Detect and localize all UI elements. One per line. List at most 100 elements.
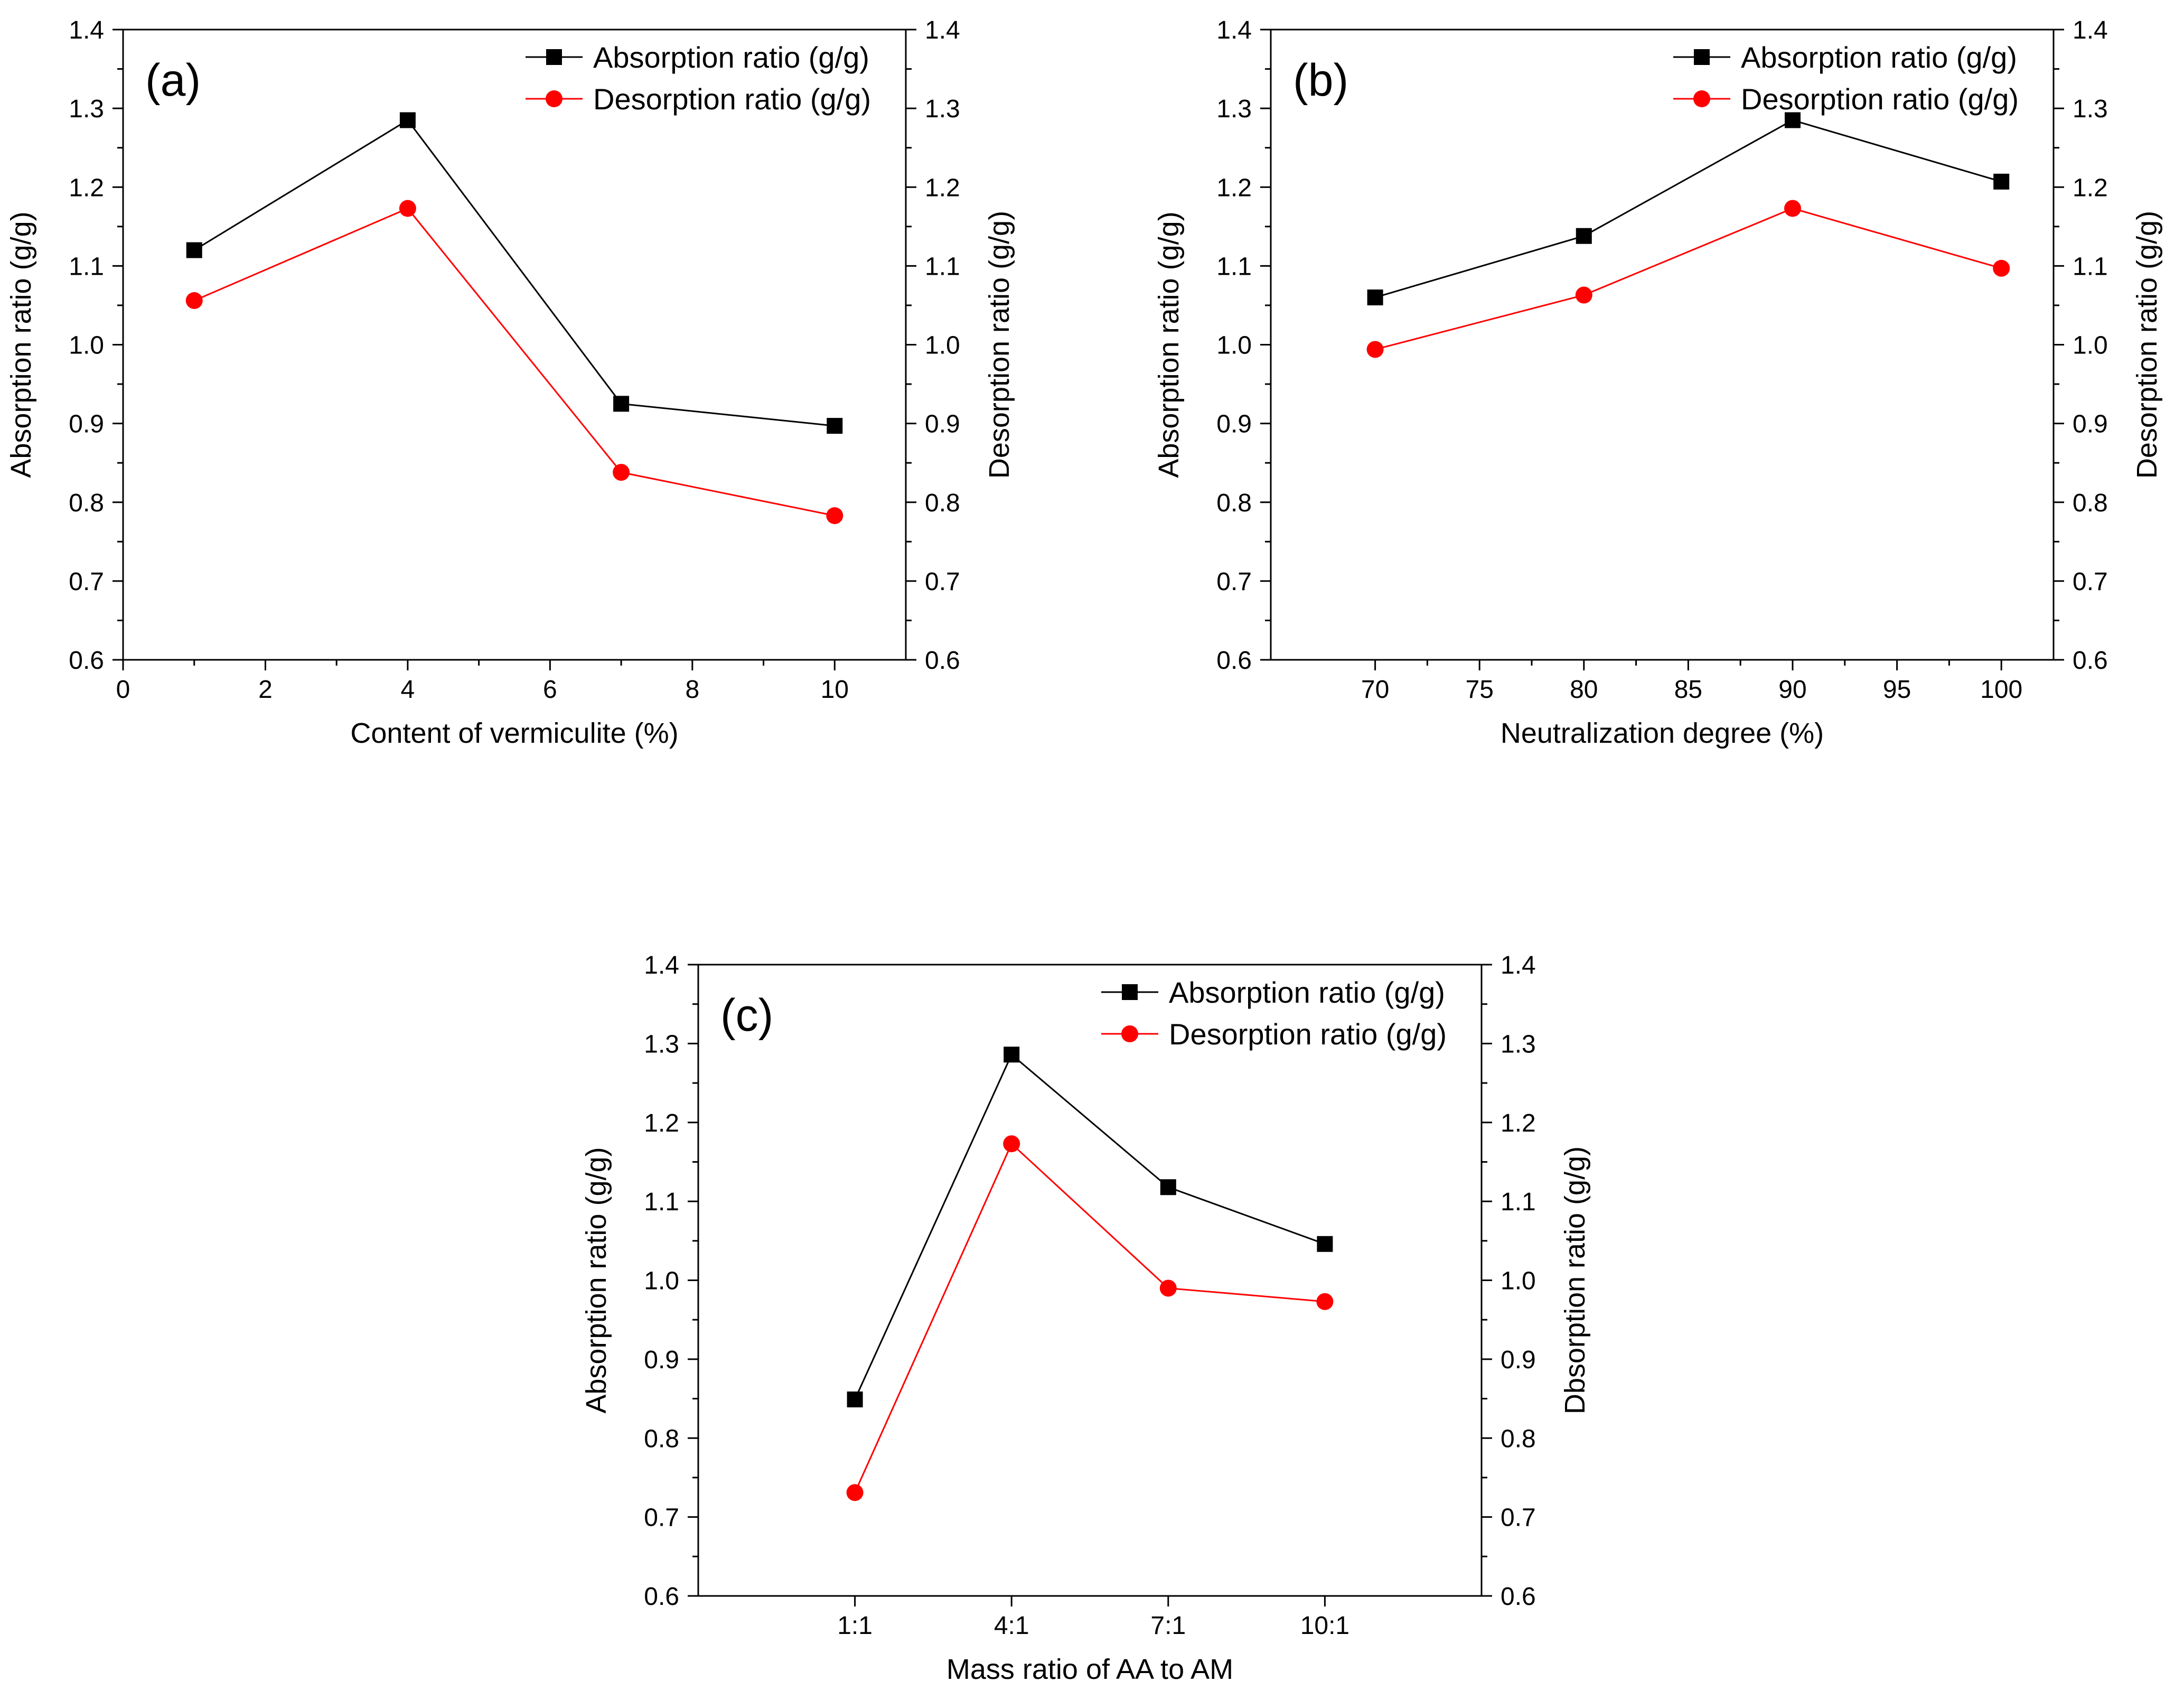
data-point-circle — [1575, 286, 1592, 304]
y-left-tick-label: 1.1 — [69, 253, 104, 281]
legend-marker-circle — [1693, 90, 1710, 107]
y-left-tick-label: 1.3 — [1216, 95, 1252, 123]
y-right-tick-label: 0.8 — [2073, 489, 2108, 517]
legend-label: Absorption ratio (g/g) — [1741, 41, 2017, 74]
data-point-circle — [846, 1484, 864, 1501]
legend-marker-circle — [1121, 1025, 1138, 1042]
y-left-tick-label: 1.0 — [69, 332, 104, 360]
y-left-tick-label: 0.6 — [69, 647, 104, 675]
y-right-tick-label: 1.2 — [1501, 1109, 1536, 1137]
y-left-tick-label: 1.4 — [69, 16, 104, 44]
chart-panel-1: 0.6 0.6 0.7 0.7 0.8 0.8 0.9 0.9 1.0 1.0 1.1 1.1 1.2 1… — [5, 16, 1015, 749]
plot-frame — [122, 29, 907, 661]
y-right-tick-label: 0.9 — [1501, 1346, 1536, 1374]
y-right-tick-label: 1.1 — [2073, 253, 2108, 281]
series-line — [1375, 119, 2002, 298]
y-right-tick-label: 0.9 — [2073, 410, 2108, 438]
legend-marker-square — [1694, 49, 1710, 65]
data-point-circle — [1003, 1135, 1020, 1153]
data-point-square — [1785, 112, 1801, 128]
series-absorption — [186, 112, 843, 434]
y-left-tick-label: 0.6 — [1216, 647, 1252, 675]
y-right-tick-label: 1.4 — [2073, 16, 2108, 44]
y-left-tick-label: 0.8 — [69, 489, 104, 517]
data-point-square — [1317, 1236, 1333, 1252]
legend-label: Desorption ratio (g/g) — [593, 82, 871, 116]
y-left-axis-title: Absorption ratio (g/g) — [1153, 211, 1185, 478]
x-axis-title: Neutralization degree (%) — [1501, 717, 1824, 749]
legend: Absorption ratio (g/g) Desorption ratio (… — [1673, 41, 2019, 116]
x-tick-label: 90 — [1778, 676, 1806, 704]
data-point-circle — [613, 464, 630, 481]
y-left-tick-label: 0.8 — [644, 1425, 679, 1453]
legend-marker-square — [1122, 984, 1138, 1000]
y-left-tick-label: 1.2 — [69, 174, 104, 202]
y-left-tick-label: 1.3 — [644, 1030, 679, 1058]
x-tick-label: 10:1 — [1300, 1612, 1349, 1640]
y-right-tick-label: 1.4 — [925, 16, 960, 44]
y-right-tick-label: 1.0 — [2073, 332, 2108, 360]
y-right-tick-label: 0.6 — [1501, 1583, 1536, 1611]
y-left-tick-label: 1.2 — [1216, 174, 1252, 202]
data-point-circle — [826, 507, 843, 525]
y-left-axis-title: Absorption ratio (g/g) — [580, 1147, 612, 1413]
x-tick-label: 10 — [821, 676, 849, 704]
x-tick-label: 75 — [1466, 676, 1494, 704]
data-point-circle — [1316, 1293, 1334, 1310]
x-tick-label: 100 — [1980, 676, 2022, 704]
legend: Absorption ratio (g/g) Desorption ratio (… — [526, 41, 871, 116]
x-tick-label: 7:1 — [1150, 1612, 1186, 1640]
y-right-axis-title: Dbsorption ratio (g/g) — [1559, 1146, 1591, 1414]
series-line — [1375, 207, 2002, 350]
y-left-tick-label: 1.2 — [644, 1109, 679, 1137]
data-point-circle — [1159, 1279, 1177, 1297]
data-point-square — [1367, 289, 1383, 306]
y-right-tick-label: 0.7 — [1501, 1504, 1536, 1532]
y-right-tick-label: 1.2 — [2073, 174, 2108, 202]
y-right-tick-label: 0.6 — [2073, 647, 2108, 675]
y-right-tick-label: 0.8 — [1501, 1425, 1536, 1453]
y-right-tick-label: 1.3 — [2073, 95, 2108, 123]
legend-label: Absorption ratio (g/g) — [593, 41, 869, 74]
x-tick-label: 2 — [258, 676, 273, 704]
y-right-axis-title: Desorption ratio (g/g) — [983, 211, 1015, 479]
series-absorption — [847, 1047, 1333, 1408]
x-tick-label: 80 — [1570, 676, 1598, 704]
data-point-square — [1576, 228, 1592, 244]
series-desorption — [1366, 200, 2010, 358]
legend-label: Desorption ratio (g/g) — [1741, 82, 2019, 116]
data-point-square — [613, 396, 630, 412]
series-line — [194, 207, 835, 517]
data-point-circle — [1366, 341, 1384, 358]
data-point-circle — [1993, 259, 2010, 277]
y-left-tick-label: 1.4 — [1216, 16, 1252, 44]
legend-label: Absorption ratio (g/g) — [1169, 976, 1445, 1009]
y-left-tick-label: 1.1 — [1216, 253, 1252, 281]
y-right-tick-label: 1.3 — [925, 95, 960, 123]
y-left-tick-label: 0.6 — [644, 1583, 679, 1611]
y-left-tick-label: 0.9 — [69, 410, 104, 438]
series-line — [854, 1053, 1325, 1400]
data-point-square — [399, 112, 416, 128]
y-left-axis-title: Absorption ratio (g/g) — [5, 211, 37, 478]
y-right-tick-label: 1.2 — [925, 174, 960, 202]
series-desorption — [185, 200, 843, 525]
y-right-tick-label: 0.7 — [925, 568, 960, 596]
y-right-tick-label: 1.0 — [1501, 1267, 1536, 1295]
y-left-tick-label: 1.4 — [644, 951, 679, 979]
legend: Absorption ratio (g/g) Desorption ratio (… — [1101, 976, 1447, 1051]
y-right-tick-label: 1.0 — [925, 332, 960, 360]
x-tick-label: 85 — [1674, 676, 1702, 704]
plot-frame — [697, 964, 1483, 1597]
y-left-tick-label: 0.7 — [1216, 568, 1252, 596]
y-left-tick-label: 1.0 — [1216, 332, 1252, 360]
y-right-tick-label: 1.4 — [1501, 951, 1536, 979]
y-left-tick-label: 1.0 — [644, 1267, 679, 1295]
series-absorption — [1367, 112, 2010, 306]
data-point-square — [847, 1391, 863, 1408]
data-point-square — [827, 418, 843, 434]
panel-label: (a) — [145, 55, 201, 106]
x-axis-title: Content of vermiculite (%) — [350, 717, 678, 749]
x-tick-label: 70 — [1361, 676, 1389, 704]
y-left-tick-label: 0.7 — [644, 1504, 679, 1532]
